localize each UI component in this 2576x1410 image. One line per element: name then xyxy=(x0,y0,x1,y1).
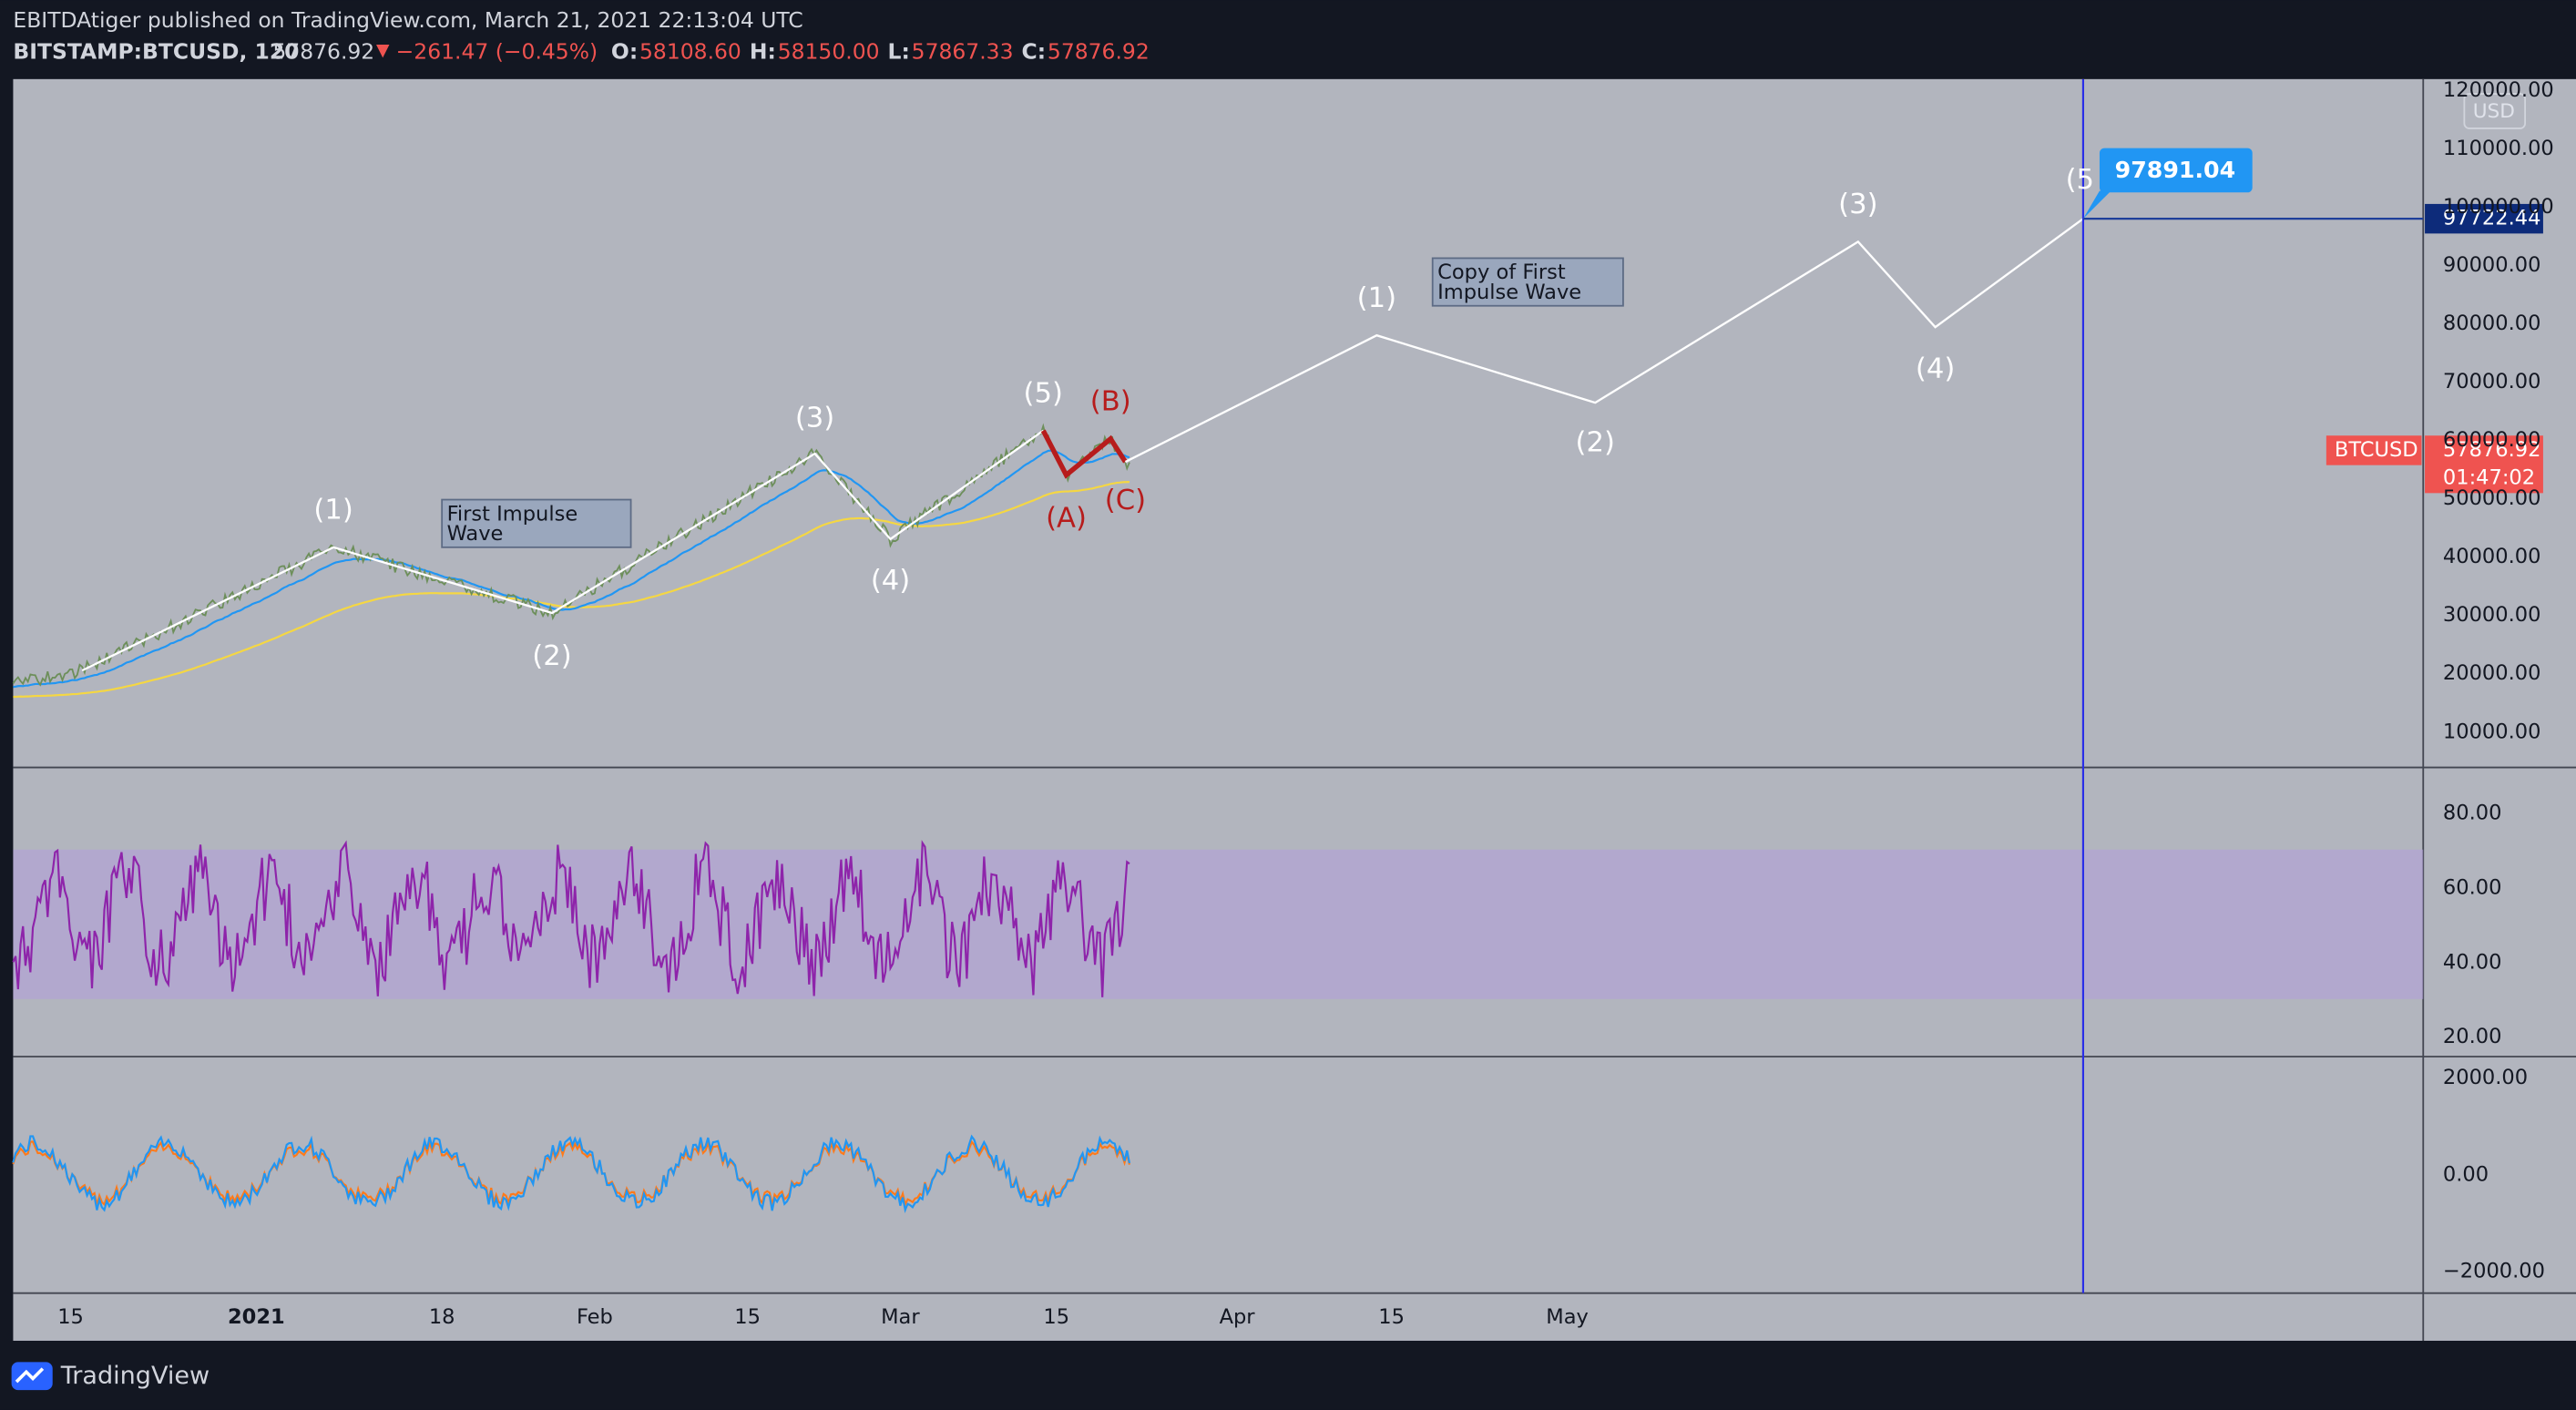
logo xyxy=(11,1362,53,1391)
macd-tick: 0.00 xyxy=(2443,1162,2489,1186)
publisher: EBITDAtiger published on TradingView.com… xyxy=(13,7,802,33)
symbol-label: BTCUSD xyxy=(2335,438,2418,462)
callout-tail xyxy=(2082,190,2111,220)
time-tick: Apr xyxy=(1220,1305,1256,1329)
wave-label: (4) xyxy=(1916,353,1955,385)
price-tick: 10000.00 xyxy=(2443,720,2541,743)
time-tick: 2021 xyxy=(228,1305,285,1329)
price-tick: 110000.00 xyxy=(2443,137,2554,160)
target-label-bg xyxy=(2425,203,2543,234)
time-tick: 15 xyxy=(734,1305,761,1329)
note-text: Copy of First xyxy=(1437,261,1566,284)
ohlc-label: L: xyxy=(888,38,910,64)
price-tick: 30000.00 xyxy=(2443,603,2541,627)
macd xyxy=(12,1134,1131,1213)
price-tick: 90000.00 xyxy=(2443,253,2541,277)
time-tick: 15 xyxy=(1378,1305,1405,1329)
symbol-line: BITSTAMP:BTCUSD, 120 57876.92 −261.47 (−… xyxy=(13,38,1149,64)
time-tick: Feb xyxy=(577,1305,613,1329)
wave-label: (2) xyxy=(532,640,571,672)
wave-label: (2) xyxy=(1576,427,1615,459)
projection-line xyxy=(1124,218,2084,464)
brand: TradingView xyxy=(60,1362,210,1390)
rsi xyxy=(12,840,1130,997)
price xyxy=(12,423,1130,687)
abc-line xyxy=(1040,429,1128,479)
wave-label: (5) xyxy=(1024,378,1063,410)
price-tick: 120000.00 xyxy=(2443,78,2554,102)
wave-label: (4) xyxy=(871,565,910,597)
down-arrow xyxy=(376,44,390,58)
note-text: Impulse Wave xyxy=(1437,281,1581,304)
ohlc-label: O: xyxy=(611,38,638,64)
axis-area xyxy=(2423,78,2576,1341)
note-text: Wave xyxy=(447,522,504,546)
last-price-bg xyxy=(2425,435,2543,494)
wave-label: (C) xyxy=(1105,485,1146,516)
price-tick: 40000.00 xyxy=(2443,545,2541,568)
ma-fast xyxy=(13,449,1130,689)
rsi-band xyxy=(13,849,2424,999)
price-tick: 80000.00 xyxy=(2443,312,2541,335)
callout xyxy=(2099,148,2253,193)
price-tick: 100000.00 xyxy=(2443,195,2554,219)
change: −261.47 (−0.45%) xyxy=(396,38,598,64)
wave-line xyxy=(81,429,1044,672)
wave-label: (A) xyxy=(1046,503,1087,535)
wave-label: (3) xyxy=(1838,189,1877,220)
price-tick: 70000.00 xyxy=(2443,370,2541,393)
symbol-label-bg xyxy=(2326,435,2422,465)
series xyxy=(12,423,1131,1213)
wave-label: (5 xyxy=(2066,164,2094,196)
time-tick: May xyxy=(1546,1305,1589,1329)
note-box xyxy=(1431,257,1624,307)
ohlc-value: 57867.33 xyxy=(912,38,1014,64)
price-tick: 20000.00 xyxy=(2443,661,2541,685)
ohlc-label: H: xyxy=(750,38,776,64)
price-tick: 50000.00 xyxy=(2443,486,2541,510)
rsi-tick: 60.00 xyxy=(2443,875,2502,899)
time-tick: 15 xyxy=(57,1305,84,1329)
callout-text: 97891.04 xyxy=(2115,157,2236,183)
target-label: 97722.44 xyxy=(2443,207,2541,230)
ohlc-value: 58150.00 xyxy=(778,38,880,64)
time-tick: 18 xyxy=(429,1305,455,1329)
currency-box xyxy=(2463,93,2526,129)
note-box xyxy=(441,498,632,548)
countdown: 01:47:02 xyxy=(2443,466,2535,490)
time-tick: 15 xyxy=(1043,1305,1069,1329)
wave-label: (3) xyxy=(795,403,834,434)
ohlc-value: 58108.60 xyxy=(639,38,741,64)
currency: USD xyxy=(2473,100,2515,123)
price-tick: 60000.00 xyxy=(2443,428,2541,452)
wave-label: (1) xyxy=(1357,282,1396,314)
rsi-tick: 20.00 xyxy=(2443,1025,2502,1048)
rsi-tick: 40.00 xyxy=(2443,950,2502,974)
last-price: 57876.92 xyxy=(2443,438,2541,462)
macd-tick: 2000.00 xyxy=(2443,1066,2528,1089)
ohlc-value: 57876.92 xyxy=(1048,38,1150,64)
last: 57876.92 xyxy=(272,38,374,64)
rsi-tick: 80.00 xyxy=(2443,802,2502,825)
symbol: BITSTAMP:BTCUSD, 120 xyxy=(13,38,299,64)
time-tick: Mar xyxy=(881,1305,920,1329)
wave-label: (B) xyxy=(1090,386,1131,418)
ma-slow xyxy=(13,480,1130,699)
chart-area xyxy=(13,78,2424,1341)
macd-tick: −2000.00 xyxy=(2443,1260,2545,1283)
ohlc-label: C: xyxy=(1022,38,1047,64)
note-text: First Impulse xyxy=(447,502,578,526)
wave-label: (1) xyxy=(313,495,353,526)
